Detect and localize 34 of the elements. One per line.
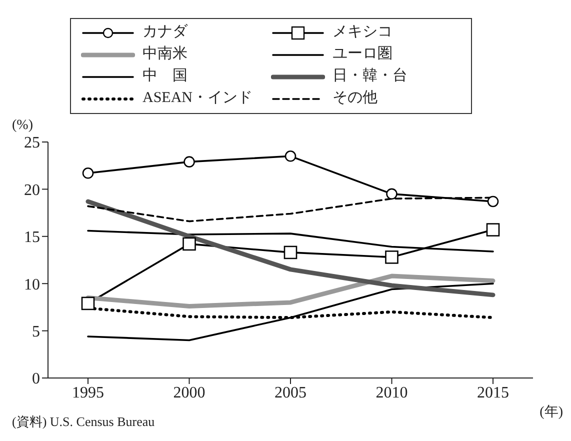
text: (資料) U.S. Census Bureau — [12, 413, 155, 431]
y-tick-label: 25 — [24, 134, 40, 152]
x-tick-label: 2000 — [173, 384, 206, 402]
line-series — [86, 199, 496, 298]
point — [81, 296, 95, 310]
legend-label: ユーロ圏 — [332, 45, 394, 64]
y-tick-label: 20 — [24, 182, 40, 199]
point — [184, 156, 195, 168]
y-axis-title: (%) — [12, 118, 33, 134]
legend-label: カナダ — [142, 23, 189, 42]
point — [182, 237, 196, 251]
legend-label: メキシコ — [332, 23, 394, 42]
point — [284, 246, 298, 260]
y-tick-label: 0 — [32, 370, 40, 388]
x-tick-label: 1995 — [72, 384, 104, 402]
x-tick-label: 2005 — [274, 384, 306, 402]
legend-label: 中 国 — [142, 66, 188, 86]
legend-label: 中南米 — [142, 44, 188, 64]
y-tick-label: 10 — [24, 276, 40, 294]
x-tick-label: 2015 — [477, 384, 509, 402]
legend-label: ASEAN・インド — [142, 89, 254, 108]
point — [284, 150, 296, 162]
point — [82, 168, 94, 179]
legend-label: 日・韓・台 — [332, 66, 408, 86]
line-series — [87, 282, 494, 342]
x-tick-label: 2010 — [376, 384, 408, 402]
point — [386, 188, 398, 200]
point — [486, 223, 500, 236]
x-axis-title: (年) — [540, 404, 563, 421]
y-tick-label: 15 — [24, 229, 40, 246]
y-tick-label: 5 — [32, 323, 40, 340]
point — [385, 250, 398, 264]
point — [487, 196, 499, 208]
legend-label: その他 — [332, 89, 378, 108]
